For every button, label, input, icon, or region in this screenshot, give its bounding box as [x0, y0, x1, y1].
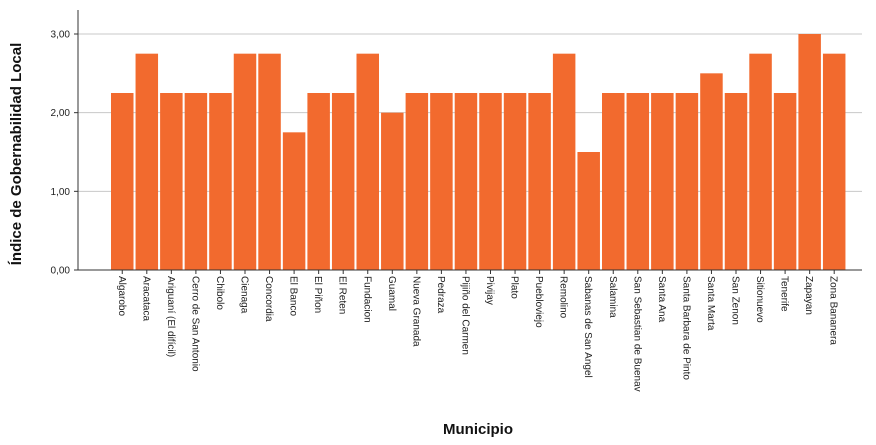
bar	[552, 53, 576, 270]
x-category-label: Aracataca	[140, 276, 151, 321]
axes	[74, 10, 862, 274]
x-category-label: Cerro de San Antonio	[189, 276, 200, 372]
x-category-label: Tenerife	[779, 276, 790, 312]
bar	[282, 132, 306, 270]
x-category-label: Zapayan	[803, 276, 814, 315]
x-category-label: Zona Bananera	[828, 276, 839, 345]
bar	[749, 53, 772, 270]
bar	[626, 93, 650, 270]
bar	[724, 93, 748, 270]
x-category-label: San Zenon	[730, 276, 741, 325]
x-category-label: El Piñon	[312, 276, 323, 313]
bar	[233, 53, 257, 270]
bar	[700, 73, 723, 270]
y-tick-label: 0,00	[51, 266, 71, 277]
x-category-label: Ariguaní (El difícil)	[165, 276, 176, 357]
y-axis-title: Índice de Gobernabilidad Local	[8, 43, 25, 266]
x-category-label: San Sebastian de Buenav	[631, 276, 642, 392]
bar	[111, 93, 134, 270]
bars	[111, 34, 846, 270]
bar	[405, 93, 429, 270]
x-category-label: Nueva Granada	[410, 276, 421, 347]
x-category-label: Santa Barbara de Pinto	[680, 276, 691, 380]
y-tick-label: 1,00	[51, 187, 71, 198]
x-category-label: Algarobo	[116, 276, 127, 316]
x-category-label: El Reten	[337, 276, 348, 314]
x-category-label: Pedraza	[435, 276, 446, 314]
x-category-label: Puebloviejo	[533, 276, 544, 328]
bar	[602, 93, 625, 270]
bar	[430, 93, 453, 270]
bar	[675, 93, 699, 270]
y-tick-labels: 0,00 1,00 2,00 3,00	[51, 30, 71, 277]
x-category-label: Concordia	[263, 276, 274, 322]
bar	[184, 93, 208, 270]
x-category-label: Plato	[509, 276, 520, 299]
bar	[160, 93, 183, 270]
y-tick-label: 3,00	[51, 30, 71, 41]
bar	[454, 93, 478, 270]
bar	[479, 93, 502, 270]
bar	[356, 53, 379, 270]
bar	[331, 93, 355, 270]
bar	[822, 53, 846, 270]
x-category-label: El Banco	[288, 276, 299, 316]
bar	[651, 93, 674, 270]
x-category-label: Santa Marta	[705, 276, 716, 331]
x-category-label: Chibolo	[214, 276, 225, 310]
x-category-label: Santa Ana	[656, 276, 667, 323]
bar	[798, 34, 821, 270]
bar	[528, 93, 551, 270]
bar	[209, 93, 232, 270]
bar	[577, 152, 600, 270]
x-axis-title: Municipio	[443, 421, 513, 438]
bar	[381, 112, 404, 270]
x-category-label: Remolino	[558, 276, 569, 319]
bar	[503, 93, 527, 270]
x-category-label: Pivijay	[484, 276, 495, 305]
x-category-label: Pijiño del Carmen	[459, 276, 470, 355]
x-category-label: Salamina	[607, 276, 618, 318]
x-category-label: Cienaga	[239, 276, 250, 314]
bar	[773, 93, 797, 270]
x-category-label: Guamal	[386, 276, 397, 311]
x-category-label: Fundacion	[361, 276, 372, 323]
y-tick-label: 2,00	[51, 108, 71, 119]
x-category-label: Sitionuevo	[754, 276, 765, 323]
bar	[307, 93, 330, 270]
x-category-labels: Algarobo Aracataca Ariguaní (El difícil) Ce…	[116, 276, 839, 392]
x-category-label: Sabanas de San Angel	[582, 276, 593, 378]
bar	[135, 53, 159, 270]
bar	[258, 53, 281, 270]
